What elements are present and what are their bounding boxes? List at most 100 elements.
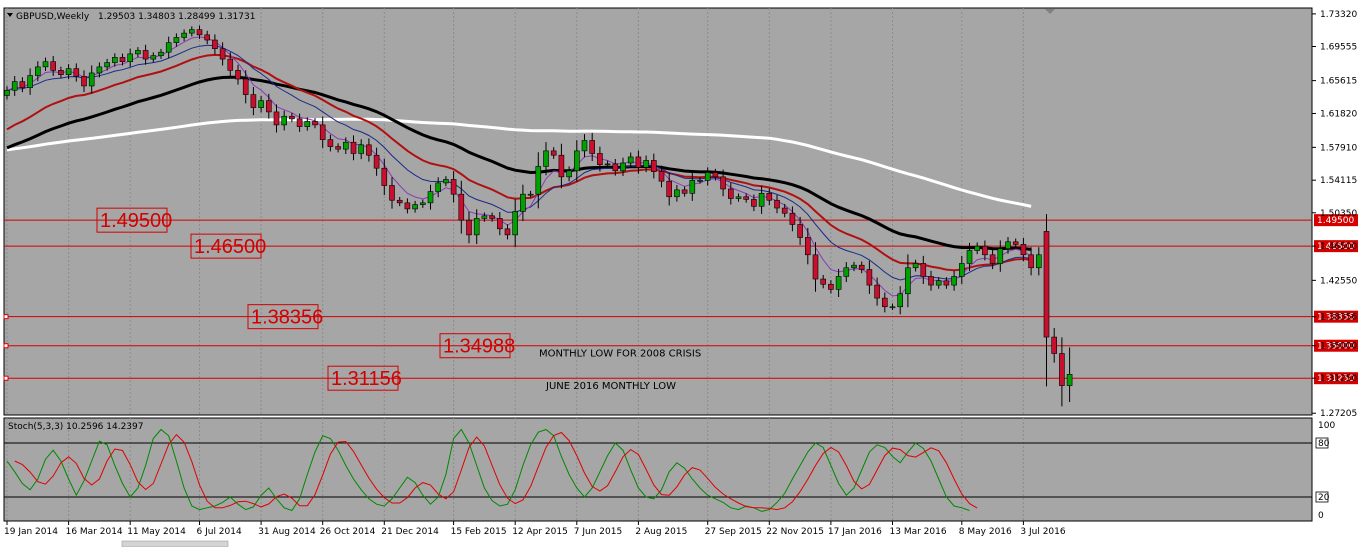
stoch-tick-label: 0 bbox=[1318, 511, 1324, 521]
price-tick-label: 1.69555 bbox=[1320, 42, 1357, 52]
level-label: 1.38356 bbox=[251, 307, 323, 329]
candle-body bbox=[481, 215, 488, 219]
candle-body bbox=[689, 180, 696, 194]
candle-body bbox=[851, 264, 857, 269]
price-tick-label: 1.57910 bbox=[1320, 143, 1357, 153]
candle-body bbox=[712, 172, 719, 178]
candle-body bbox=[443, 179, 449, 184]
candle-body bbox=[212, 39, 218, 49]
candle-body bbox=[250, 94, 257, 108]
stoch-main-line bbox=[6, 428, 970, 512]
candle-body bbox=[281, 115, 288, 126]
candle-body bbox=[96, 66, 103, 74]
candle-body bbox=[273, 111, 280, 126]
candle-body bbox=[373, 154, 380, 169]
candle-body bbox=[604, 163, 611, 166]
candle-body bbox=[612, 163, 619, 172]
candle-body bbox=[889, 306, 896, 309]
candle-body bbox=[489, 215, 495, 219]
candle-body bbox=[966, 250, 973, 264]
level-handle bbox=[3, 343, 9, 349]
candle-body bbox=[982, 245, 988, 256]
candle-body bbox=[27, 75, 33, 88]
candle-body bbox=[196, 29, 203, 36]
candle-body bbox=[204, 34, 210, 41]
level-label-box bbox=[190, 233, 262, 259]
candle-body bbox=[635, 156, 642, 168]
candle-body bbox=[4, 89, 10, 96]
candle-body bbox=[366, 144, 372, 156]
time-tick-label: 7 Jun 2015 bbox=[574, 527, 622, 537]
level-label-box bbox=[327, 365, 399, 391]
level-annotation: MONTHLY LOW FOR 2008 CRISIS bbox=[539, 349, 701, 360]
candle-body bbox=[1005, 241, 1011, 250]
candle-body bbox=[727, 188, 734, 199]
candle-body bbox=[135, 50, 141, 55]
time-tick-label: 26 Oct 2014 bbox=[320, 527, 376, 537]
main-plot-area[interactable] bbox=[3, 7, 1313, 416]
candle-body bbox=[65, 68, 72, 75]
candle-body bbox=[789, 212, 796, 225]
stoch-tick-label: 100 bbox=[1318, 421, 1335, 431]
dropdown-triangle-icon[interactable] bbox=[7, 13, 13, 17]
candle-body bbox=[697, 180, 703, 182]
candle-body bbox=[935, 280, 942, 286]
level-price-tag bbox=[1314, 214, 1358, 227]
candle-body bbox=[73, 68, 80, 77]
candle-body bbox=[943, 280, 950, 286]
time-tick-label: 17 Jan 2016 bbox=[828, 527, 882, 537]
grid-layer bbox=[6, 8, 1024, 521]
candle-body bbox=[235, 70, 241, 80]
candle-body bbox=[1043, 231, 1050, 338]
moving-averages-layer bbox=[6, 36, 1032, 297]
candle-body bbox=[81, 76, 87, 87]
scroll-marker-icon[interactable] bbox=[1045, 9, 1055, 14]
level-handle bbox=[3, 375, 9, 381]
candle-body bbox=[1059, 353, 1065, 386]
candle-body bbox=[804, 237, 811, 256]
candle-body bbox=[142, 50, 149, 60]
candle-body bbox=[958, 263, 965, 277]
level-label-box bbox=[96, 207, 168, 233]
time-tick-label: 11 May 2014 bbox=[127, 527, 186, 537]
candle-body bbox=[820, 278, 827, 285]
candle-body bbox=[419, 202, 426, 205]
time-tick-label: 3 Jul 2016 bbox=[1020, 527, 1065, 537]
candle-body bbox=[543, 150, 549, 167]
candle-body bbox=[42, 61, 49, 68]
candle-body bbox=[658, 171, 665, 182]
bottom-tab-strip[interactable] bbox=[0, 540, 1363, 547]
candle-body bbox=[751, 199, 757, 207]
levels-layer: 1.49500 1.49500 1.46500 1.46500 1.38356 1.383… bbox=[3, 207, 1358, 392]
level-label: 1.49500 bbox=[100, 210, 172, 232]
candle-body bbox=[797, 224, 803, 238]
time-tick-label: 19 Jan 2014 bbox=[4, 527, 58, 537]
ma-white-line bbox=[6, 117, 1032, 208]
candle-body bbox=[289, 115, 295, 120]
candle-body bbox=[404, 202, 411, 210]
price-tick-label: 1.31250 bbox=[1320, 374, 1357, 384]
stochastic-plot-area[interactable] bbox=[3, 417, 1313, 522]
candle-body bbox=[581, 140, 588, 152]
price-tick-label: 1.54115 bbox=[1320, 176, 1357, 186]
level-label: 1.31156 bbox=[331, 368, 402, 390]
level-price-tag bbox=[1314, 372, 1358, 385]
symbol-label: GBPUSD,Weekly bbox=[16, 12, 90, 22]
candle-body bbox=[527, 193, 534, 196]
candle-body bbox=[905, 267, 911, 295]
horizontal-scrollbar[interactable] bbox=[121, 540, 229, 547]
price-tick-label: 1.42550 bbox=[1320, 276, 1357, 286]
candle-body bbox=[643, 160, 649, 168]
candle-body bbox=[550, 150, 557, 156]
level-label: 1.34988 bbox=[443, 336, 515, 358]
candle-body bbox=[535, 166, 542, 195]
price-tick-label: 1.50350 bbox=[1320, 209, 1357, 219]
candle-body bbox=[1020, 244, 1027, 256]
candle-body bbox=[104, 62, 110, 68]
candle-body bbox=[743, 196, 750, 200]
candle-body bbox=[466, 219, 472, 236]
candle-body bbox=[427, 191, 434, 204]
price-tick-label: 1.35000 bbox=[1320, 342, 1357, 352]
level-price-tag-text: 1.46500 bbox=[1317, 242, 1354, 252]
